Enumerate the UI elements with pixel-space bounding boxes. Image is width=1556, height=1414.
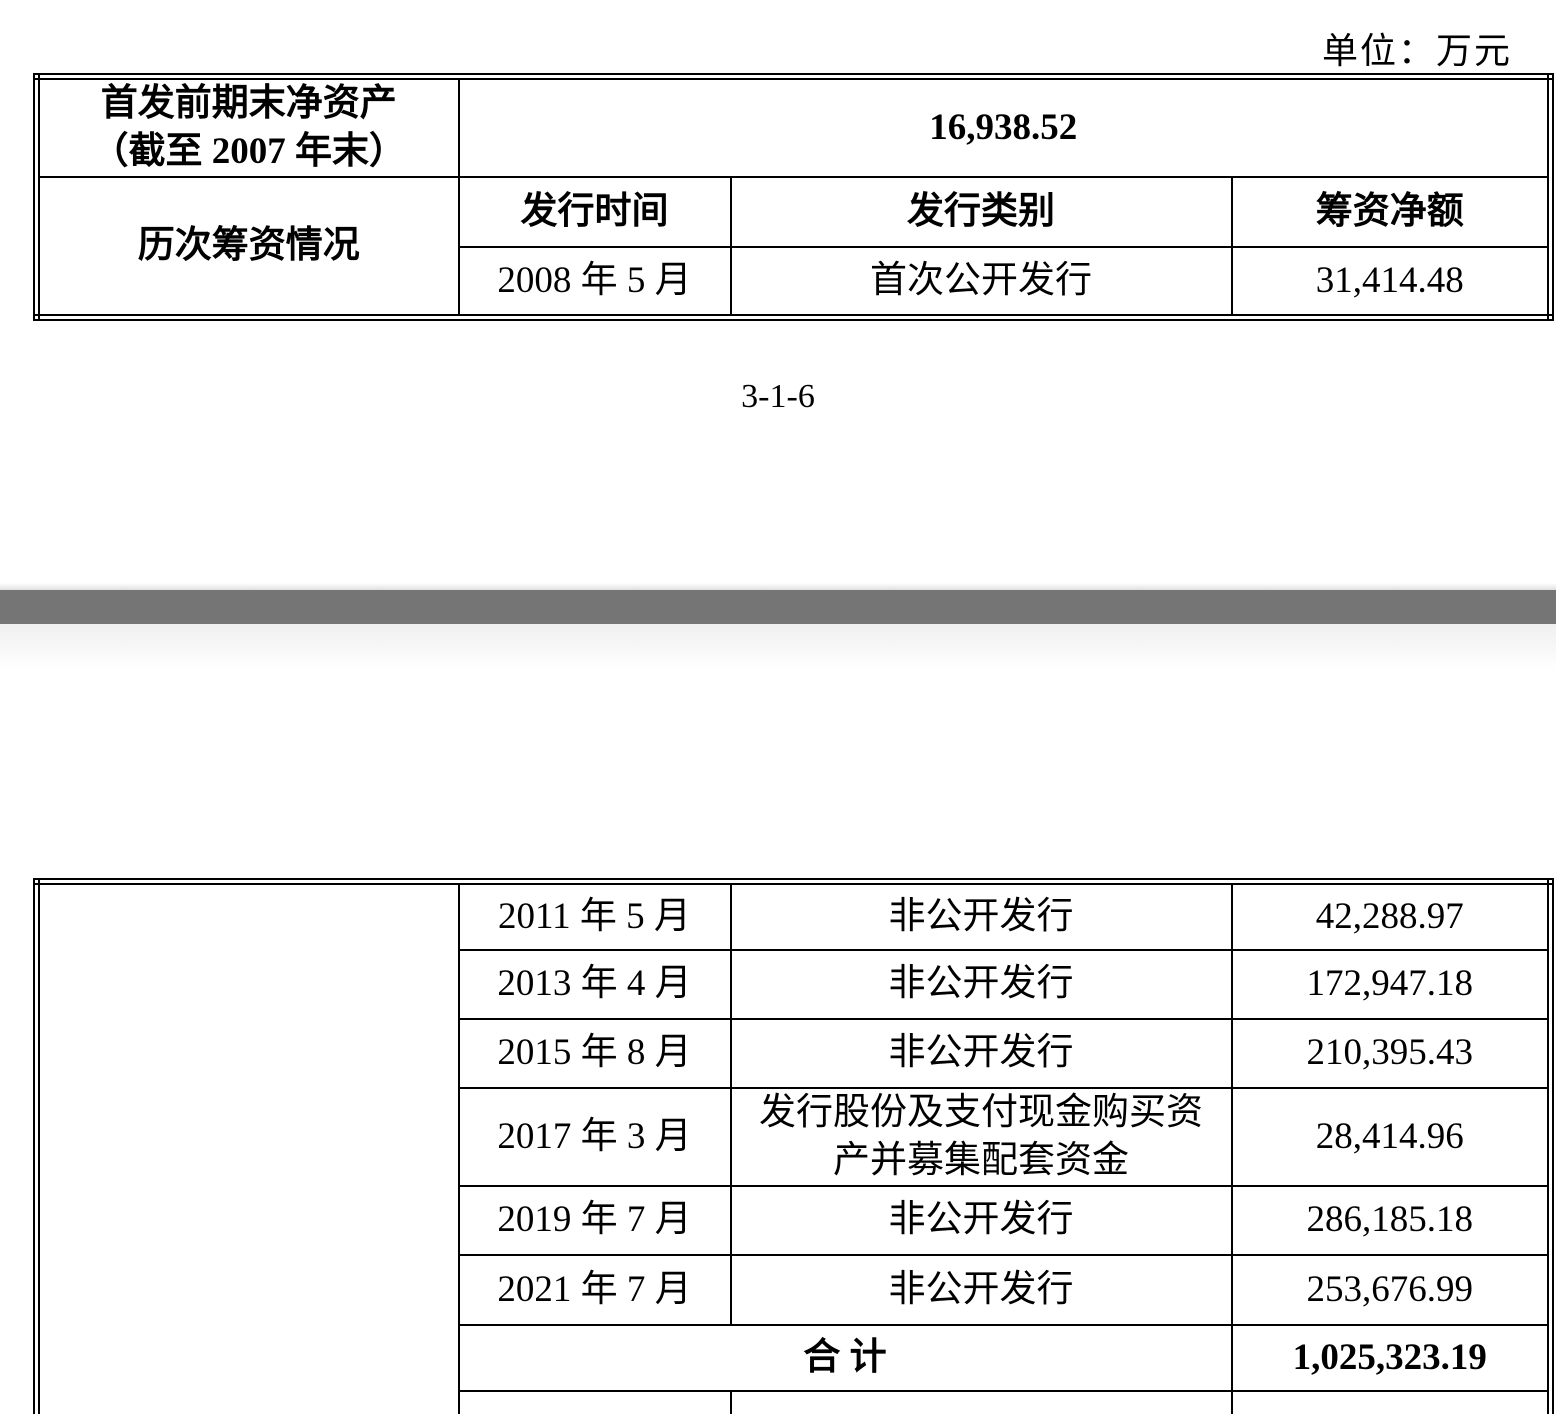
fundraising-table-page1: 首发前期末净资产 （截至 2007 年末） 16,938.52 历次筹资情况 发… [33,73,1555,321]
column-header-issue-time: 发行时间 [457,176,732,249]
table-row: 2019 年 7 月 非公开发行 286,185.18 [37,1184,1552,1256]
table-row: 2021 年 7 月 非公开发行 253,676.99 [37,1253,1552,1326]
issue-type-cell: 发行股份及支付现金购买资产并募集配套资金 [729,1086,1233,1187]
fundraising-history-label: 历次筹资情况 [35,176,460,319]
issue-time-cell: 2015 年 8 月 [457,1017,732,1089]
clipped-cell [1230,1389,1552,1414]
issue-type-cell: 首次公开发行 [729,246,1233,319]
fundraising-history-continued-cell [35,880,460,1414]
fundraising-table-page2: 2011 年 5 月 非公开发行 42,288.97 2013 年 4 月 非公… [33,878,1555,1414]
issue-type-cell: 非公开发行 [729,1184,1233,1256]
issue-type-cell: 非公开发行 [729,880,1233,951]
issue-time-cell: 2008 年 5 月 [457,246,732,319]
page-number: 3-1-6 [741,378,815,415]
clipped-cell [729,1389,1233,1414]
issue-time-cell: 2011 年 5 月 [457,880,732,951]
table-row: 2015 年 8 月 非公开发行 210,395.43 [37,1017,1552,1089]
issue-time-cell: 2013 年 4 月 [457,948,732,1020]
column-header-issue-type: 发行类别 [729,176,1233,249]
pre-ipo-net-assets-label-line1: 首发前期末净资产 [100,83,397,124]
pre-ipo-net-assets-label: 首发前期末净资产 （截至 2007 年末） [35,75,460,179]
table-row: 2017 年 3 月 发行股份及支付现金购买资产并募集配套资金 28,414.9… [37,1086,1552,1187]
page-edge-shadow [0,583,1556,590]
table-row-partial [37,1389,1552,1414]
net-proceeds-cell: 42,288.97 [1230,880,1552,951]
table-row: 2011 年 5 月 非公开发行 42,288.97 [35,880,1552,1414]
table-row: 合 计 1,025,323.19 [37,1323,1552,1392]
issue-type-cell: 非公开发行 [729,1253,1233,1326]
net-proceeds-cell: 286,185.18 [1230,1184,1552,1256]
column-header-net-proceeds: 筹资净额 [1230,176,1552,249]
issue-time-cell: 2021 年 7 月 [457,1253,732,1326]
unit-label: 单位：万元 [1321,31,1512,71]
issue-time-cell: 2019 年 7 月 [457,1184,732,1256]
net-proceeds-cell: 172,947.18 [1230,948,1552,1020]
pre-ipo-net-assets-label-line2: （截至 2007 年末） [91,131,407,173]
page-separator [0,590,1556,624]
net-proceeds-cell: 31,414.48 [1230,246,1552,319]
table-row: 历次筹资情况 发行时间 发行类别 筹资净额 [35,176,1552,319]
table-row: 首发前期末净资产 （截至 2007 年末） 16,938.52 [35,75,1552,179]
net-proceeds-cell: 28,414.96 [1230,1086,1552,1187]
net-proceeds-cell: 253,676.99 [1230,1253,1552,1326]
table-row: 2008 年 5 月 首次公开发行 31,414.48 [37,246,1552,319]
total-value-cell: 1,025,323.19 [1230,1323,1552,1392]
table-row: 2013 年 4 月 非公开发行 172,947.18 [37,948,1552,1020]
total-label-cell: 合 计 [457,1323,1233,1392]
net-proceeds-cell: 210,395.43 [1230,1017,1552,1089]
issue-time-cell: 2017 年 3 月 [457,1086,732,1187]
page-top-fade [0,624,1556,670]
issue-type-cell: 非公开发行 [729,948,1233,1020]
issue-type-cell: 非公开发行 [729,1017,1233,1089]
clipped-cell [457,1389,732,1414]
pre-ipo-net-assets-value: 16,938.52 [457,75,1552,179]
